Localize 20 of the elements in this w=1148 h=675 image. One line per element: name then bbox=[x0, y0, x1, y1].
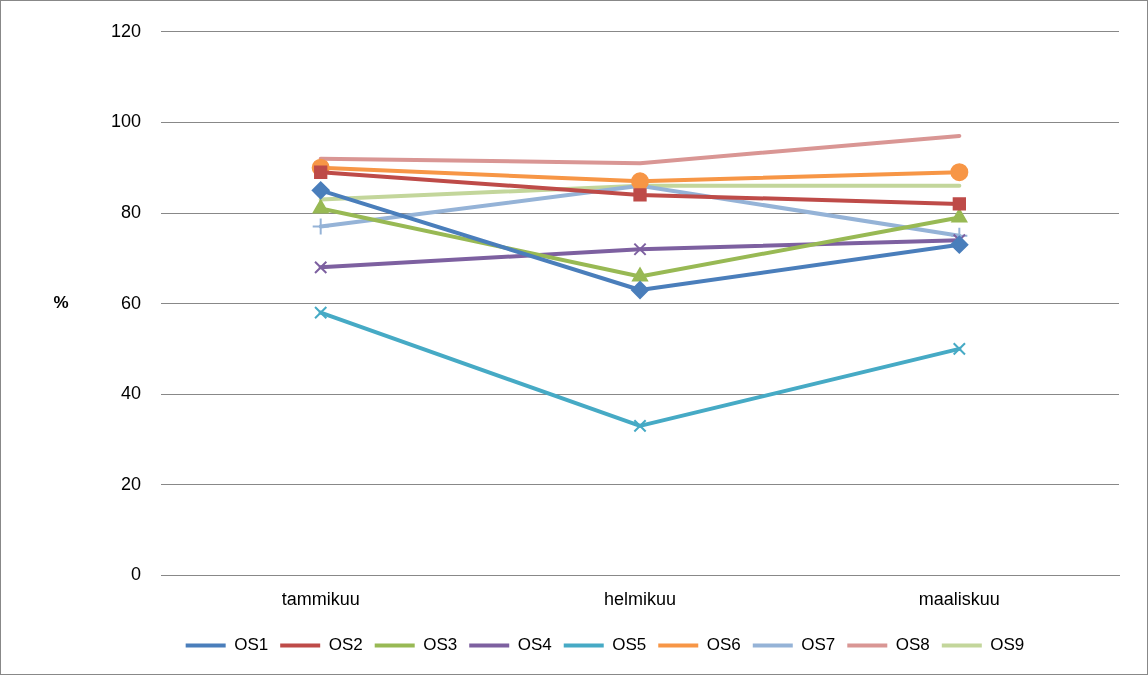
y-tick-label: 60 bbox=[121, 292, 142, 313]
legend-label: OS3 bbox=[423, 635, 458, 655]
y-axis-title: % bbox=[53, 293, 69, 313]
x-tick-label: maaliskuu bbox=[918, 589, 1000, 610]
x-tick-label: helmikuu bbox=[603, 589, 677, 610]
legend-label: OS9 bbox=[990, 635, 1025, 655]
legend-label: OS4 bbox=[517, 635, 552, 655]
legend-label: OS8 bbox=[895, 635, 930, 655]
legend-label: OS5 bbox=[612, 635, 647, 655]
y-tick-label: 40 bbox=[121, 383, 142, 404]
legend-label: OS1 bbox=[234, 635, 269, 655]
legend-label: OS2 bbox=[328, 635, 363, 655]
x-tick-label: tammikuu bbox=[281, 589, 360, 610]
y-tick-label: 120 bbox=[110, 20, 142, 41]
y-tick-label: 0 bbox=[131, 564, 142, 585]
y-tick-label: 80 bbox=[121, 201, 142, 222]
y-tick-label: 20 bbox=[121, 473, 142, 494]
legend-label: OS7 bbox=[801, 635, 836, 655]
y-tick-label: 100 bbox=[110, 111, 142, 132]
legend-label: OS6 bbox=[706, 635, 741, 655]
